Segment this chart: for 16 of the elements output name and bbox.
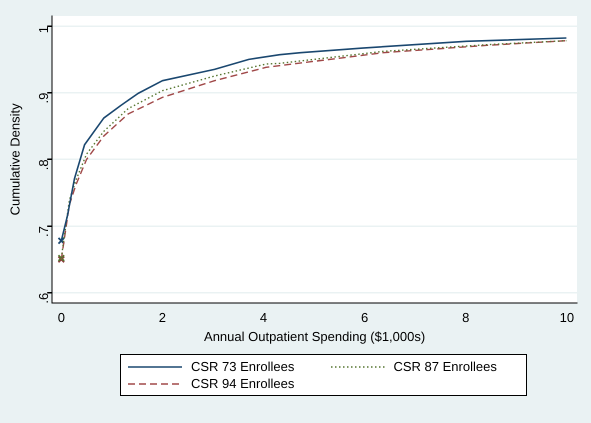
legend-label: CSR 87 Enrollees <box>394 359 497 374</box>
legend-label: CSR 73 Enrollees <box>191 359 294 374</box>
x-tick-label: 10 <box>560 310 574 326</box>
y-tick-label: .7 <box>36 226 51 237</box>
x-tick-label: 8 <box>462 310 470 326</box>
y-tick-label: .8 <box>36 159 51 170</box>
x-tick-label: 0 <box>58 310 65 326</box>
legend-label: CSR 94 Enrollees <box>191 376 294 391</box>
x-tick-label: 4 <box>260 310 268 326</box>
y-tick-label: .9 <box>36 92 51 104</box>
x-tick-label: 6 <box>361 310 368 326</box>
x-axis-title: Annual Outpatient Spending ($1,000s) <box>204 328 426 344</box>
y-tick-label: 1 <box>36 26 51 34</box>
x-tick-label: 2 <box>158 310 166 326</box>
y-tick-label: .6 <box>36 292 51 304</box>
y-axis-title: Cumulative Density <box>7 102 22 216</box>
